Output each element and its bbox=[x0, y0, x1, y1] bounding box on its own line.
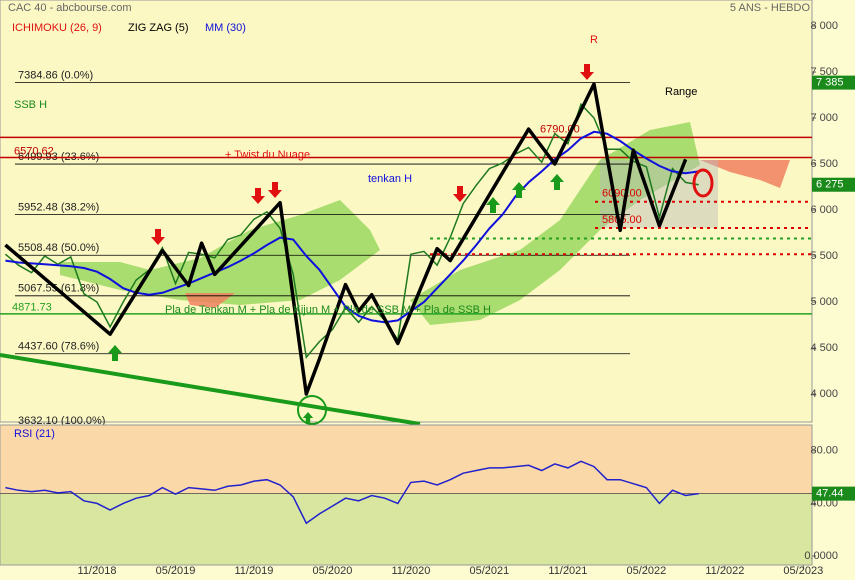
annotation: Range bbox=[665, 86, 697, 98]
fibonacci-label: 7384.86 (0.0%) bbox=[18, 70, 93, 82]
annotation: SSB H bbox=[14, 99, 47, 111]
y-tick-label: 8 000 bbox=[810, 20, 838, 32]
fibonacci-label: 5508.48 (50.0%) bbox=[18, 242, 99, 254]
level-label: 4871.73 bbox=[12, 302, 52, 314]
x-tick-label: 05/2019 bbox=[156, 565, 196, 577]
legend-entry: ICHIMOKU (26, 9) bbox=[12, 22, 102, 34]
annotation: R bbox=[590, 34, 598, 46]
x-tick-label: 11/2020 bbox=[391, 565, 430, 577]
rsi-upper-zone bbox=[0, 425, 812, 494]
y-tick-label: 80.00 bbox=[810, 445, 838, 457]
rsi-line bbox=[5, 460, 699, 525]
x-tick-label: 05/2020 bbox=[313, 565, 353, 577]
x-tick-label: 11/2021 bbox=[548, 565, 587, 577]
price-badge bbox=[812, 177, 855, 192]
legend-entry: ZIG ZAG (5) bbox=[128, 22, 189, 34]
legend-entry: MM (30) bbox=[205, 22, 246, 34]
level-label: 6570.62 bbox=[14, 145, 54, 157]
highlight-ellipse bbox=[692, 168, 714, 198]
annotation: Pla de Tenkan M + Pla de Kijun M + Pla d… bbox=[165, 304, 491, 316]
x-tick-label: 11/2018 bbox=[78, 565, 117, 577]
y-tick-label: 7 500 bbox=[810, 66, 838, 78]
y-tick-label: 7 000 bbox=[810, 112, 838, 124]
trendline bbox=[0, 353, 421, 426]
level-label: 6090.00 bbox=[602, 188, 642, 200]
y-tick-label: 6 500 bbox=[810, 158, 838, 170]
rsi-title: RSI (21) bbox=[14, 428, 55, 440]
annotation: tenkan H bbox=[368, 173, 412, 185]
ichimoku-cloud bbox=[60, 200, 380, 305]
x-tick-label: 11/2022 bbox=[705, 565, 744, 577]
y-tick-label: 4 000 bbox=[810, 388, 838, 400]
rsi-badge bbox=[812, 486, 855, 501]
y-tick-label: 5 500 bbox=[810, 250, 838, 262]
price-panel bbox=[0, 0, 813, 423]
x-tick-label: 05/2023 bbox=[783, 565, 823, 577]
y-tick-label: 0.0000 bbox=[804, 550, 838, 562]
highlight-circle bbox=[297, 395, 327, 425]
x-tick-label: 05/2021 bbox=[470, 565, 510, 577]
moving-average bbox=[5, 130, 699, 324]
fibonacci-label: 5952.48 (38.2%) bbox=[18, 201, 99, 213]
rsi-lower-zone bbox=[0, 493, 812, 565]
y-tick-label: 6 000 bbox=[810, 204, 838, 216]
rsi-badge-label: 47.44 bbox=[816, 488, 844, 500]
annotation: + Twist du Nuage bbox=[225, 149, 310, 161]
y-tick-label: 4 500 bbox=[810, 342, 838, 354]
price-badge-label: 7 385 bbox=[816, 77, 844, 89]
ichimoku-cloud bbox=[410, 122, 700, 325]
fibonacci-label: 4437.60 (78.6%) bbox=[18, 341, 99, 353]
chart-subtitle: 5 ANS - HEBDO bbox=[730, 2, 811, 14]
x-tick-label: 11/2019 bbox=[234, 565, 273, 577]
y-tick-label: 5 000 bbox=[810, 296, 838, 308]
price-badge-label: 6 275 bbox=[816, 179, 844, 191]
chart-title: CAC 40 - abcbourse.com bbox=[8, 2, 132, 14]
fibonacci-label: 3632.10 (100.0%) bbox=[18, 415, 105, 427]
x-tick-label: 05/2022 bbox=[626, 565, 666, 577]
zigzag bbox=[4, 82, 688, 396]
price-badge bbox=[812, 75, 855, 90]
